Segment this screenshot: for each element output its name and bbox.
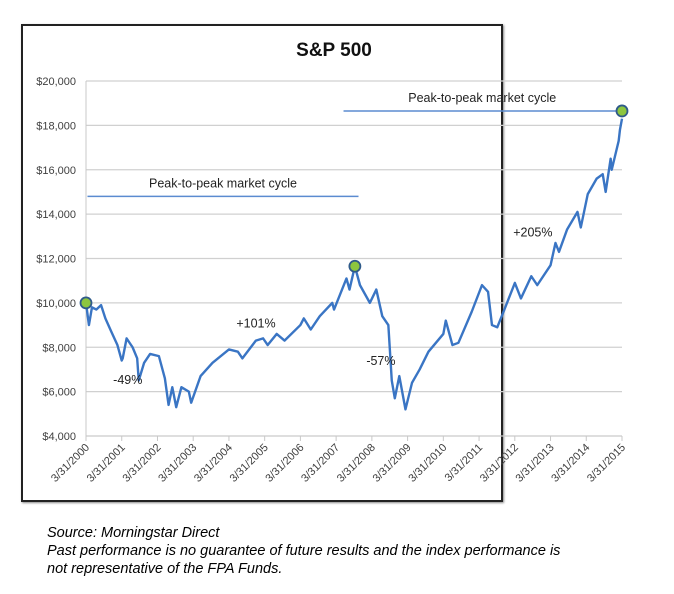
- disclaimer-line-2: not representative of the FPA Funds.: [47, 561, 283, 577]
- y-tick-label: $8,000: [42, 342, 76, 354]
- chart-frame: [21, 24, 503, 502]
- y-tick-label: $6,000: [42, 387, 76, 399]
- peak-marker: [615, 104, 629, 118]
- change-annotation: -49%: [113, 373, 142, 387]
- y-tick-label: $12,000: [36, 254, 76, 266]
- y-tick-label: $14,000: [36, 209, 76, 221]
- y-tick-label: $20,000: [36, 76, 76, 88]
- chart-title: S&P 500: [296, 40, 372, 61]
- change-annotation: +101%: [236, 316, 275, 330]
- y-tick-label: $10,000: [36, 298, 76, 310]
- disclaimer-line-1: Past performance is no guarantee of futu…: [47, 543, 561, 559]
- y-tick-label: $4,000: [42, 431, 76, 443]
- change-annotation: +205%: [513, 225, 552, 239]
- sp500-chart: S&P 500 $4,000 $6,000 $8,000 $10,000 $12,000 $…: [36, 40, 629, 485]
- cycle-label: Peak-to-peak market cycle: [408, 91, 556, 105]
- peak-marker: [348, 259, 362, 273]
- cycle-label: Peak-to-peak market cycle: [149, 176, 297, 190]
- peak-marker: [79, 296, 93, 310]
- x-tick-label: 3/31/2010: [406, 442, 449, 485]
- y-tick-label: $16,000: [36, 165, 76, 177]
- y-tick-label: $18,000: [36, 120, 76, 132]
- source-note: Source: Morningstar Direct: [47, 525, 220, 541]
- x-tick-label: 3/31/2015: [585, 442, 628, 485]
- change-annotation: -57%: [366, 354, 395, 368]
- sp500-line: [84, 118, 624, 411]
